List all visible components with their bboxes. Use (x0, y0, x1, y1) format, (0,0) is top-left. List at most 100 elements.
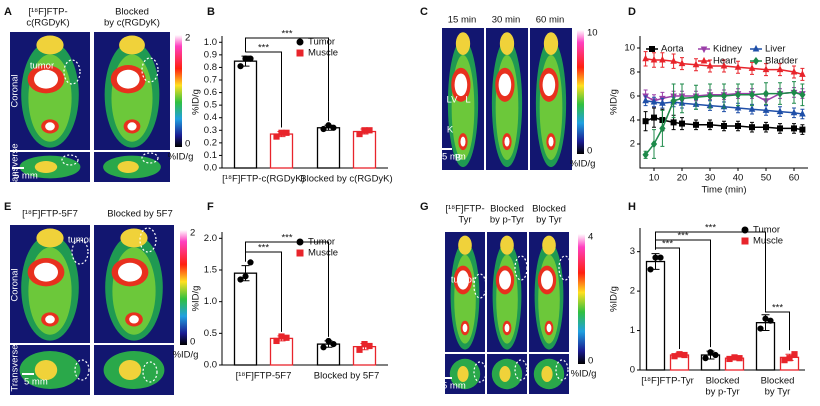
row-label: Transverse (10, 344, 21, 391)
y-tick-label: 0.1 (204, 150, 217, 161)
tumor-outline (141, 57, 159, 83)
legend-label: Heart (713, 56, 737, 67)
pet-slice-core (457, 366, 469, 382)
data-point (736, 355, 743, 362)
y-tick-label: 0.9 (204, 49, 217, 60)
pet-organ-core (462, 323, 468, 333)
legend-marker (741, 237, 749, 245)
legend-label: Muscle (308, 48, 338, 59)
scale-label: 5 mm (14, 171, 38, 182)
column-header: by c(RGDyK) (104, 18, 160, 29)
pet-organ-core (34, 69, 58, 89)
x-tick-label: Blocked by 5F7 (314, 371, 379, 382)
colorbar-min: 0 (587, 146, 592, 157)
data-point (692, 93, 700, 102)
data-point (652, 254, 659, 261)
data-point (748, 64, 756, 71)
y-tick-label: 1 (630, 325, 635, 336)
data-point (642, 150, 649, 159)
pet-organ-core (45, 315, 55, 324)
data-point (776, 89, 784, 98)
legend-marker (700, 56, 708, 64)
pet-organ-core (499, 270, 511, 290)
data-point (799, 109, 806, 117)
pet-organ-core (546, 323, 552, 333)
data-point (799, 126, 806, 133)
column-header: Blocked by 5F7 (107, 209, 172, 220)
column-header: Tyr (458, 215, 471, 226)
colorbar-unit: %ID/g (168, 152, 194, 163)
data-point (247, 55, 254, 62)
legend-marker (752, 44, 760, 52)
y-tick-label: 0.8 (204, 62, 217, 73)
y-tick-label: 10 (624, 43, 635, 54)
tumor-outline (558, 255, 572, 281)
pet-head (499, 32, 515, 55)
organ-label: tumor (68, 235, 92, 246)
data-point (776, 65, 784, 73)
pet-slice-core (117, 161, 139, 173)
legend-marker (296, 249, 304, 257)
x-tick-label: [¹⁸F]FTP-5F7 (236, 371, 292, 382)
data-point (726, 355, 733, 363)
x-axis-label: Time (min) (701, 185, 746, 196)
legend-label: Tumor (753, 225, 780, 236)
pet-slice-core (541, 366, 553, 382)
pet-organ-core (129, 315, 139, 324)
tumor-outline (473, 361, 487, 383)
legend-marker (296, 49, 304, 57)
significance-label: *** (705, 223, 716, 234)
data-point (273, 133, 280, 140)
data-point (786, 355, 793, 362)
x-tick-label: 20 (677, 173, 688, 184)
panel-letter: D (628, 6, 636, 18)
y-tick-label: 0 (630, 365, 635, 376)
data-point (791, 351, 798, 358)
pet-slice-core (34, 360, 58, 380)
tumor-outline (61, 154, 79, 166)
data-point (642, 54, 649, 62)
y-tick-label: 0.4 (204, 112, 217, 123)
data-point (763, 124, 769, 131)
y-tick-label: 8 (630, 67, 635, 78)
column-header: [¹⁸F]FTP-5F7 (22, 209, 78, 220)
significance-label: *** (662, 239, 673, 250)
bar (233, 272, 258, 366)
data-point (702, 355, 709, 362)
data-point (777, 125, 783, 132)
legend-label: Liver (765, 44, 786, 55)
y-tick-label: 2 (630, 139, 635, 150)
column-header: [¹⁸F]FTP- (28, 7, 67, 18)
data-point (692, 60, 700, 68)
data-point (748, 90, 756, 99)
data-point (734, 63, 742, 70)
x-tick-label: 10 (649, 173, 660, 184)
column-header: Blocked (532, 204, 566, 215)
y-tick-label: 1.0 (204, 37, 217, 48)
pet-organ-core (118, 262, 142, 282)
data-point (242, 273, 249, 280)
data-point (650, 139, 658, 149)
colorbar-max: 2 (190, 228, 195, 239)
y-tick-label: 0.0 (204, 360, 217, 371)
pet-slice-core (499, 366, 511, 382)
data-point (679, 120, 685, 127)
bar (316, 127, 341, 169)
pet-head (120, 228, 148, 248)
column-header: c(RGDyK) (26, 18, 69, 29)
organ-label: tumor (451, 275, 475, 286)
data-point (767, 317, 774, 324)
column-header: Blocked (490, 204, 524, 215)
data-point (720, 61, 728, 69)
colorbar-unit: %ID/g (173, 350, 199, 361)
data-point (242, 55, 249, 62)
significance-bracket (245, 37, 329, 122)
pet-organ-core (548, 136, 554, 147)
bar (645, 260, 666, 371)
data-point (237, 63, 244, 70)
scale-label: 5 mm (442, 152, 466, 163)
data-point (757, 325, 764, 332)
x-tick-label: 30 (705, 173, 716, 184)
y-tick-label: 0.2 (204, 137, 217, 148)
x-tick-label: by p-Tyr (705, 387, 739, 398)
